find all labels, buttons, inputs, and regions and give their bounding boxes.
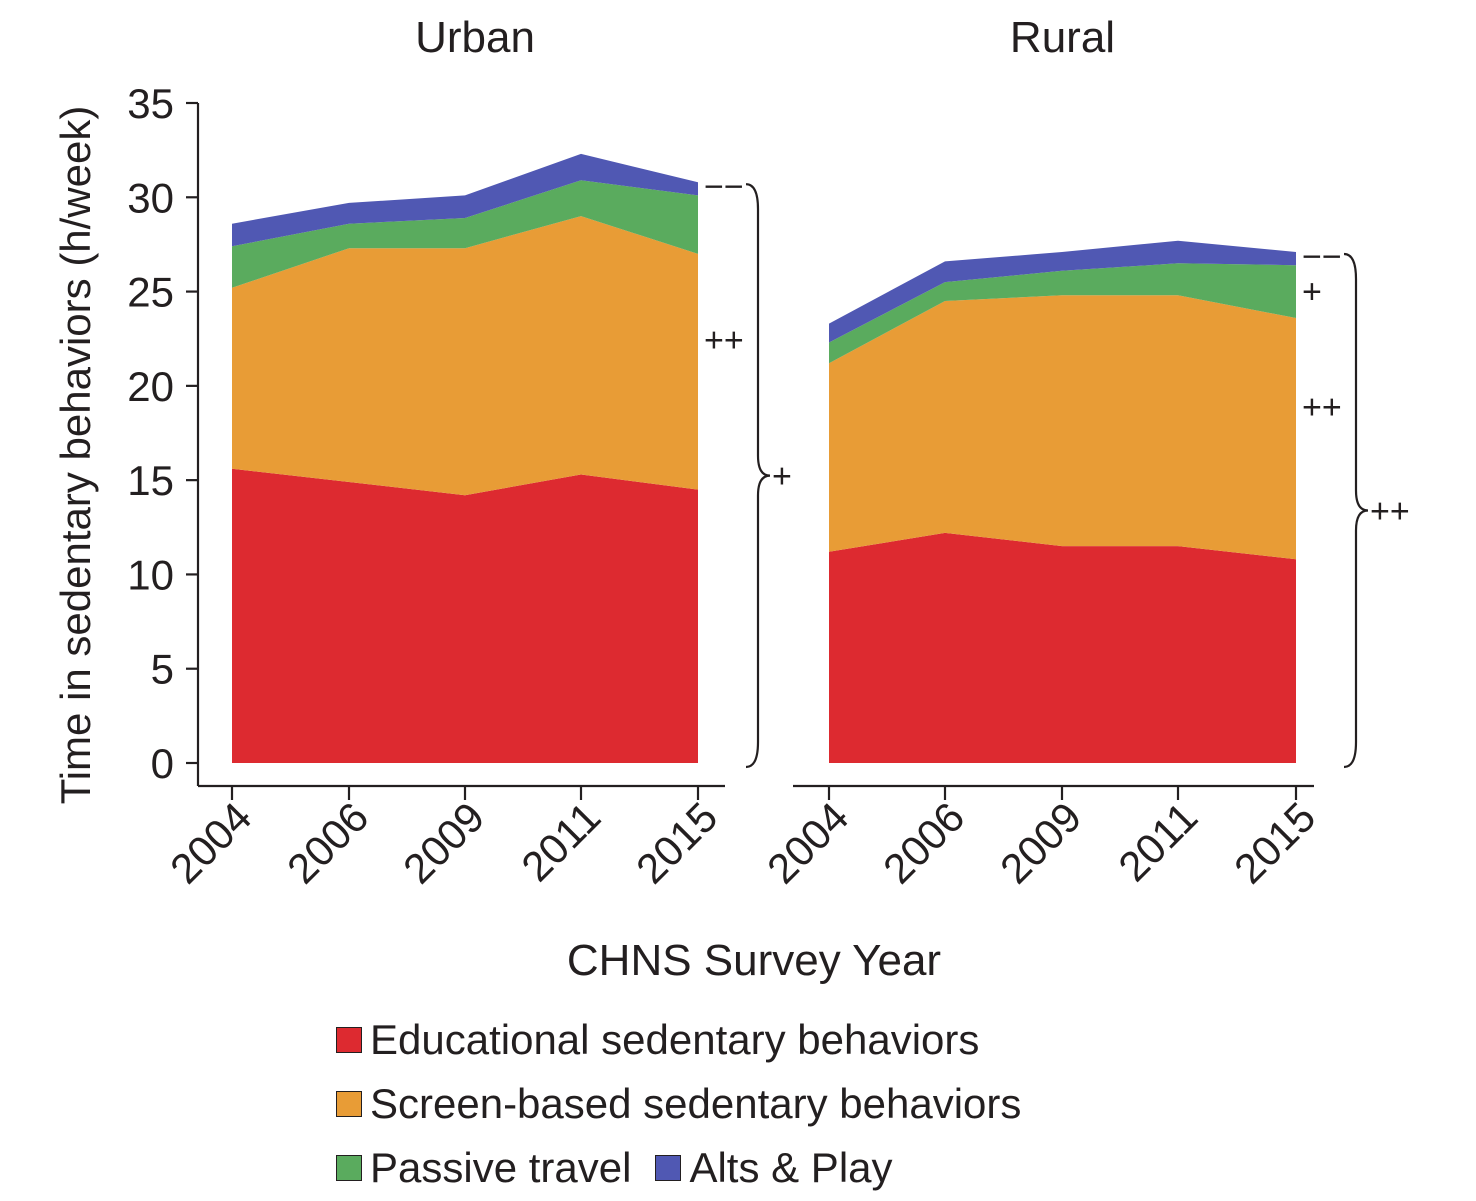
annotation-rural: ++ bbox=[1370, 492, 1410, 530]
legend-label-screen: Screen-based sedentary behaviors bbox=[370, 1080, 1022, 1127]
annotation-urban: + bbox=[772, 458, 792, 496]
y-tick-label: 0 bbox=[151, 740, 174, 787]
y-tick-label: 35 bbox=[127, 80, 174, 127]
annotation-rural: + bbox=[1302, 273, 1322, 311]
area-rural-alts-play bbox=[829, 240, 1296, 343]
x-tick-label-urban: 2015 bbox=[627, 793, 726, 892]
area-urban-screen-based-sedentary-behaviors bbox=[232, 216, 698, 496]
annotation-rural: −− bbox=[1302, 238, 1342, 276]
annotation-rural: ++ bbox=[1302, 389, 1342, 427]
legend-swatch-screen bbox=[336, 1091, 362, 1117]
x-tick-label-rural: 2004 bbox=[758, 793, 857, 892]
legend-item-passive-travel: Passive travel Alts & Play bbox=[336, 1136, 1021, 1200]
legend-label-alts-play: Alts & Play bbox=[689, 1144, 893, 1191]
area-urban-educational-sedentary-behaviors bbox=[232, 468, 698, 763]
area-urban-alts-play bbox=[232, 153, 698, 247]
y-tick-label: 20 bbox=[127, 363, 174, 410]
x-tick-label-urban: 2011 bbox=[512, 793, 609, 890]
legend-item-educational: Educational sedentary behaviors bbox=[336, 1008, 1021, 1072]
total-brace-urban bbox=[745, 183, 771, 769]
y-tick-label: 5 bbox=[151, 646, 174, 693]
annotation-urban: −− bbox=[704, 168, 744, 206]
x-tick-label-rural: 2015 bbox=[1225, 793, 1324, 892]
x-tick-label-urban: 2009 bbox=[394, 793, 493, 892]
x-tick-label-urban: 2004 bbox=[161, 793, 260, 892]
panel-title-urban: Urban bbox=[415, 13, 535, 62]
y-axis-label: Time in sedentary behaviors (h/week) bbox=[52, 106, 99, 805]
legend-label-educational: Educational sedentary behaviors bbox=[370, 1016, 980, 1063]
y-tick-label: 10 bbox=[127, 551, 174, 598]
y-tick-label: 30 bbox=[127, 174, 174, 221]
x-tick-label-rural: 2011 bbox=[1109, 793, 1206, 890]
legend-swatch-educational bbox=[336, 1027, 362, 1053]
area-urban-passive-travel bbox=[232, 180, 698, 288]
panel-title-rural: Rural bbox=[1010, 13, 1115, 62]
annotation-urban: ++ bbox=[704, 322, 744, 360]
x-tick-label-rural: 2009 bbox=[991, 793, 1090, 892]
x-axis-label: CHNS Survey Year bbox=[567, 936, 941, 985]
area-rural-screen-based-sedentary-behaviors bbox=[829, 295, 1296, 560]
y-tick-label: 15 bbox=[127, 457, 174, 504]
x-tick-label-urban: 2006 bbox=[278, 793, 377, 892]
legend-item-screen: Screen-based sedentary behaviors bbox=[336, 1072, 1021, 1136]
legend-swatch-alts-play bbox=[655, 1155, 682, 1181]
legend-swatch-passive-travel bbox=[336, 1155, 362, 1181]
legend: Educational sedentary behaviors Screen-b… bbox=[336, 1008, 1021, 1200]
area-rural-passive-travel bbox=[829, 263, 1296, 364]
legend-label-passive-travel: Passive travel bbox=[370, 1144, 632, 1191]
y-tick-label: 25 bbox=[127, 269, 174, 316]
total-brace-rural bbox=[1343, 252, 1369, 769]
area-rural-educational-sedentary-behaviors bbox=[829, 532, 1296, 763]
x-tick-label-rural: 2006 bbox=[874, 793, 973, 892]
